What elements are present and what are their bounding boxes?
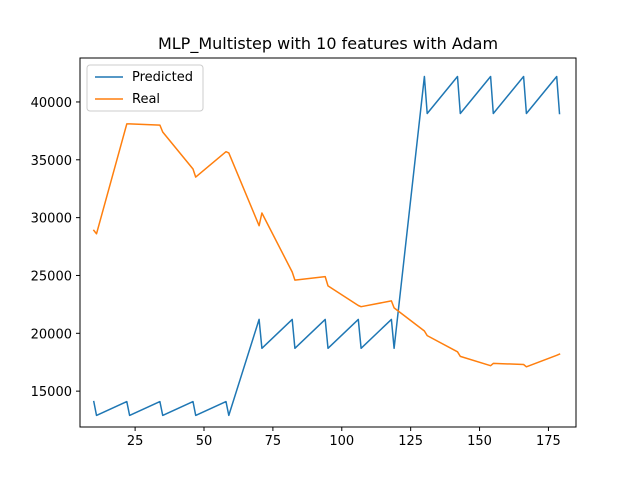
x-tick-label: 125 (398, 434, 423, 449)
chart-title: MLP_Multistep with 10 features with Adam (158, 34, 498, 54)
y-tick-label: 35000 (31, 154, 72, 169)
x-tick-label: 50 (196, 434, 213, 449)
x-tick-label: 100 (329, 434, 354, 449)
y-tick-label: 25000 (31, 269, 72, 284)
x-tick-label: 175 (536, 434, 561, 449)
y-tick-label: 15000 (31, 385, 72, 400)
y-tick-label: 30000 (31, 212, 72, 227)
x-tick-label: 25 (127, 434, 144, 449)
legend-label-real: Real (132, 92, 160, 107)
legend-label-predicted: Predicted (132, 70, 193, 85)
x-tick-label: 75 (265, 434, 282, 449)
x-tick-label: 150 (467, 434, 492, 449)
series-layer (92, 75, 561, 417)
series-line-predicted (92, 75, 561, 417)
series-line-real (92, 123, 561, 368)
axis-ticks: 25 50 75 100 125 150 175 15000 20000 25000 30000 35… (31, 96, 561, 449)
legend: Predicted Real (86, 64, 204, 112)
plot-area-frame (79, 57, 577, 428)
y-tick-label: 20000 (31, 327, 72, 342)
y-tick-label: 40000 (31, 96, 72, 111)
